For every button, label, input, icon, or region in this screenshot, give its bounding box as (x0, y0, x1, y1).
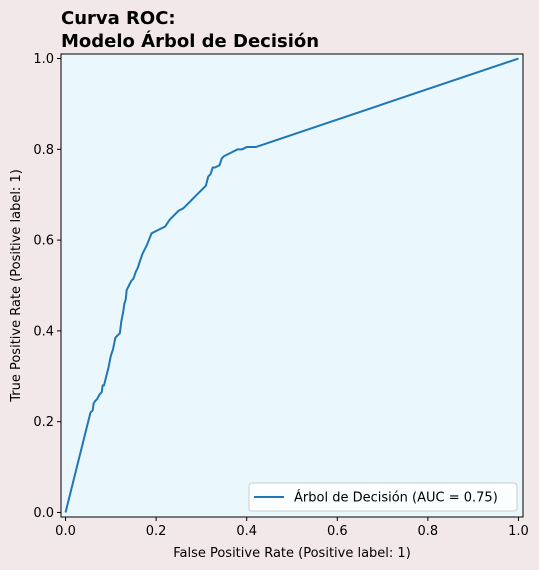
x-tick-label: 0.2 (146, 524, 167, 539)
roc-curve-line (64, 57, 519, 513)
y-tick-label: 0.2 (33, 415, 54, 430)
x-tick-label: 0.0 (55, 524, 76, 539)
legend: Árbol de Decisión (AUC = 0.75) (248, 482, 518, 512)
y-tick-label: 0.6 (33, 234, 54, 249)
x-tick-label: 0.8 (418, 524, 439, 539)
y-tick-label: 0.8 (33, 143, 54, 158)
legend-entry-label: Árbol de Decisión (AUC = 0.75) (294, 490, 498, 506)
x-tick-label: 0.6 (327, 524, 348, 539)
y-tick-label: 1.0 (33, 52, 54, 67)
chart-title-line-2: Modelo Árbol de Decisión (61, 30, 319, 52)
y-tick-label: 0.4 (33, 324, 54, 339)
chart-title-line-1: Curva ROC: (61, 8, 176, 29)
x-axis-label: False Positive Rate (Positive label: 1) (173, 546, 411, 561)
plot-area (60, 53, 524, 518)
x-tick-label: 1.0 (508, 524, 529, 539)
series-layer (64, 57, 519, 513)
legend-box (248, 482, 518, 512)
axis-ticks: 0.0 0.2 0.4 0.6 0.8 1.0 0.0 0.2 0.4 0.6 0.8 1.0 (33, 52, 529, 539)
y-axis-label: True Positive Rate (Positive label: 1) (9, 169, 24, 403)
y-tick-label: 0.0 (33, 506, 54, 521)
x-tick-label: 0.4 (236, 524, 257, 539)
